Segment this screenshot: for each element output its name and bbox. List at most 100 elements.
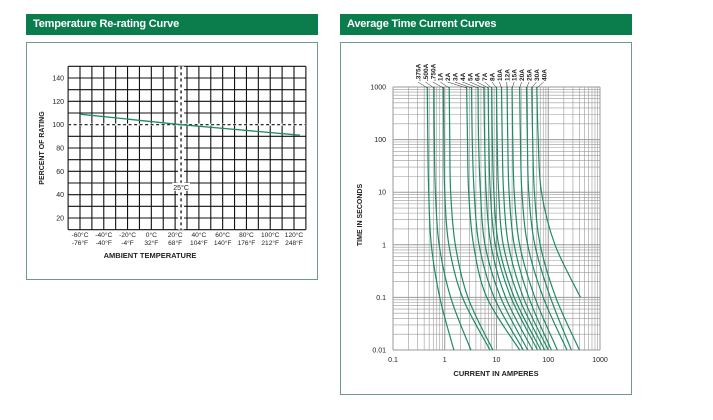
curve-label-leader [491,81,497,89]
curve-label: .750A [430,63,437,81]
curve-label-leader [454,81,472,89]
curve-label-leader [462,81,479,89]
y-tick-label: 100 [374,137,386,144]
rerating-curve [79,113,301,136]
x-tick-label-fahrenheit: -76°F [72,239,88,247]
annotation-background [172,182,191,191]
x-tick-label-fahrenheit: 32°F [144,239,158,247]
curve-label-leader [432,81,444,89]
curve-label-leader [425,81,435,89]
curve-label-leader [499,81,502,89]
x-tick-label-celsius: 0°C [146,231,157,239]
y-tick-label: 140 [52,76,64,83]
annotation-25c: 25°C [173,184,189,192]
x-tick-label-fahrenheit: -40°F [96,239,112,247]
x-tick-label-fahrenheit: 140°F [214,239,232,247]
x-tick-label-celsius: 100°C [261,231,280,239]
fuse-curve-3A [470,86,524,351]
temperature-rerating-chart: 25°C 20 40 60 80 100 120 140 -60°C-76°F -40°C-40°… [52,65,307,247]
curve-label: 1A [438,72,445,81]
curve-label: 25A [527,69,534,81]
y-tick-label: 80 [56,146,64,153]
x-tick-label-fahrenheit: 104°F [190,239,208,247]
curve-label-leader [469,81,484,89]
curve-label: 8A [490,72,497,81]
x-tick-label: 0.1 [388,357,398,364]
fuse-curve-4A [477,86,529,351]
fuse-curve-8A [495,86,546,351]
x-tick-label-celsius: 120°C [285,231,304,239]
curve-label-leader [536,81,544,89]
curve-label-leader [484,81,492,89]
temperature-rerating-header: Temperature Re-rating Curve [26,14,318,35]
fuse-curve-375A [426,86,455,351]
fuse-curve-6A [487,86,539,351]
y-tick-label: 1 [382,242,386,249]
right-x-axis-title: CURRENT IN AMPERES [453,369,538,378]
x-tick-label: 1 [443,357,447,364]
curve-label: 2A [445,72,452,81]
x-tick-label-fahrenheit: -4°F [121,239,134,247]
x-tick-label: 10 [493,357,501,364]
x-tick-label-celsius: 80°C [239,231,254,239]
fuse-curve-40A [536,86,582,298]
fuse-curve-25A [525,86,572,351]
curve-label: 5A [467,72,474,81]
y-tick-label: 60 [56,169,64,176]
fuse-curve-5A [483,86,534,351]
curve-label: 15A [512,69,519,81]
y-tick-label: 40 [56,192,64,199]
curve-label: 6A [475,72,482,81]
x-tick-label-fahrenheit: 176°F [238,239,256,247]
curve-label: 7A [482,72,489,81]
x-tick-label-celsius: 40°C [192,231,207,239]
fuse-curve-10A [500,86,549,351]
curve-label-leader [477,81,489,89]
fuse-curve-30A [531,86,580,351]
x-tick-label: 1000 [592,357,608,364]
fuse-curve-750A [442,86,491,351]
y-tick-label: 0.1 [376,295,386,302]
y-tick-label: 0.01 [372,348,386,355]
curve-label-leader [526,81,530,89]
fuse-curve-12A [506,86,552,351]
curve-label-leader [417,81,428,89]
right-y-axis-title: TIME IN SECONDS [357,184,364,247]
fuse-curve-15A [511,86,558,351]
curve-label-leader [531,81,537,89]
fuse-curve-7A [491,86,542,351]
x-tick-label-celsius: 20°C [168,231,183,239]
x-tick-label: 100 [542,357,554,364]
x-tick-label-fahrenheit: 248°F [285,239,303,247]
reference-gap [178,66,185,230]
curve-label: 10A [497,69,504,81]
temperature-rerating-panel [26,42,318,280]
fuse-curve-500A [433,86,472,351]
x-tick-label-celsius: -60°C [72,231,89,239]
y-tick-label: 120 [52,99,64,106]
curve-label: 40A [541,69,548,81]
curve-label: 20A [519,69,526,81]
x-tick-label-celsius: -40°C [95,231,112,239]
x-tick-label-celsius: -20°C [119,231,136,239]
fuse-curve-1A [448,86,494,351]
curve-label-leader [511,81,515,89]
curve-label-leader [447,81,467,89]
y-tick-label: 10 [378,190,386,197]
curve-label-leader [519,81,522,89]
curve-label: .375A [416,63,423,81]
x-tick-label-celsius: 60°C [215,231,230,239]
curve-label-leader [440,81,450,89]
y-tick-label: 20 [56,216,64,223]
curve-label: 12A [504,69,511,81]
y-tick-label: 100 [52,122,64,129]
curve-label: 30A [534,69,541,81]
left-x-axis-title: AMBIENT TEMPERATURE [104,251,197,260]
left-y-axis-title: PERCENT OF RATING [39,111,46,185]
curve-label: .500A [423,63,430,81]
x-tick-label-fahrenheit: 212°F [261,239,279,247]
fuse-curve-2A [466,86,521,351]
curve-label: 3A [453,72,460,81]
